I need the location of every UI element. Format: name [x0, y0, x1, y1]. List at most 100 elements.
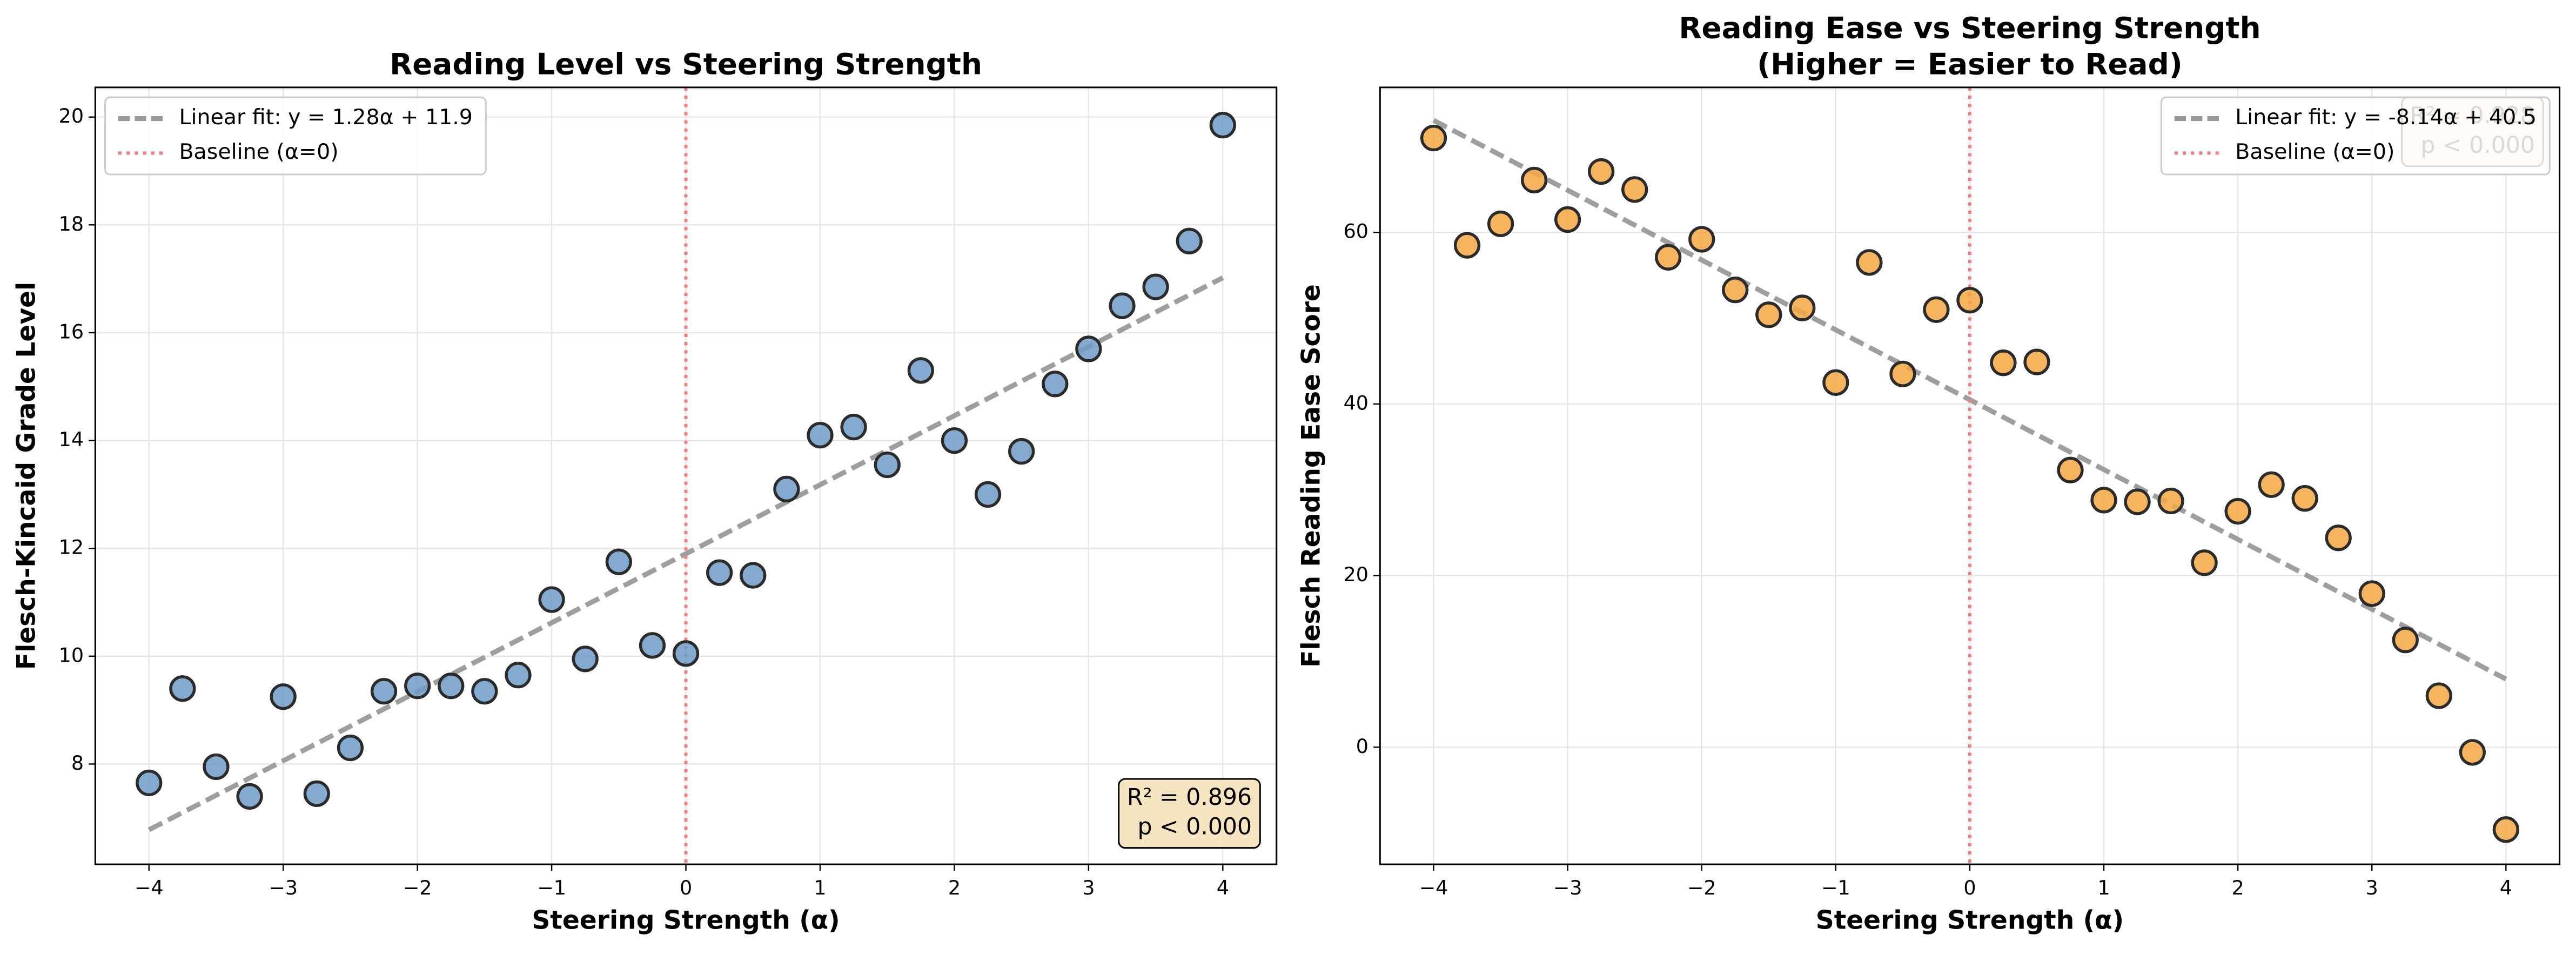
point: [2291, 485, 2318, 512]
legend: Linear fit: y = 1.28α + 11.9 Baseline (α=…: [104, 96, 487, 176]
point: [2392, 627, 2419, 654]
x-tick-label: −4: [1419, 876, 1448, 899]
point: [1008, 438, 1035, 465]
y-tick-label: 40: [1344, 391, 1369, 414]
point: [1588, 158, 1615, 185]
y-tick-label: 14: [59, 428, 84, 451]
point: [404, 672, 431, 700]
point: [572, 645, 599, 672]
y-tick-label: 8: [71, 751, 84, 775]
x-tick-label: 2: [2232, 876, 2244, 899]
point: [2191, 549, 2218, 576]
point: [740, 562, 767, 589]
point: [974, 481, 1002, 508]
axes-frame: [94, 86, 1278, 865]
point: [1688, 226, 1715, 253]
point: [1856, 249, 1883, 276]
chart-title: (Higher = Easier to Read): [1757, 46, 2183, 81]
point: [337, 734, 364, 762]
y-tick-label: 20: [59, 104, 84, 127]
x-tick-label: −4: [135, 876, 164, 899]
point: [605, 548, 632, 575]
x-tick-label: −2: [1687, 876, 1716, 899]
legend-box: [104, 96, 487, 176]
axes-frame: [1379, 86, 2561, 865]
annotation-text: p < 0.000: [1138, 813, 1252, 840]
point: [2157, 487, 2184, 515]
y-tick-label: 20: [1344, 563, 1369, 586]
y-tick-label: 10: [59, 643, 84, 667]
point: [2358, 580, 2385, 607]
x-tick-label: −1: [1821, 876, 1850, 899]
x-tick-label: 3: [2366, 876, 2378, 899]
chart-title: Reading Ease vs Steering Strength: [1679, 11, 2260, 45]
x-tick-label: 0: [680, 876, 692, 899]
legend-label: Baseline (α=0): [2235, 139, 2394, 164]
point: [1487, 210, 1514, 237]
point: [773, 475, 800, 503]
point: [1722, 277, 1749, 304]
legend-box: [2160, 96, 2551, 176]
x-tick-label: −1: [537, 876, 566, 899]
legend: Linear fit: y = -8.14α + 40.5 Baseline (α…: [2160, 96, 2551, 176]
legend-label: Linear fit: y = -8.14α + 40.5: [2235, 105, 2537, 130]
point: [1209, 112, 1236, 139]
point: [1822, 369, 1849, 396]
point: [807, 421, 834, 449]
point: [1109, 292, 1136, 319]
point: [370, 678, 398, 705]
y-tick-label: 18: [59, 212, 84, 236]
y-axis-label: Flesch Reading Ease Score: [1297, 284, 1326, 668]
point: [1042, 371, 1069, 398]
point: [2258, 471, 2285, 498]
point: [1554, 206, 1581, 233]
x-axis-label: Steering Strength (α): [532, 906, 840, 936]
point: [2325, 524, 2352, 552]
point: [941, 427, 968, 454]
plot-area: [136, 87, 1236, 865]
x-tick-label: −2: [403, 876, 432, 899]
point: [639, 632, 666, 659]
point: [874, 451, 901, 479]
point: [136, 769, 163, 797]
y-tick-label: 16: [59, 320, 84, 343]
point: [471, 678, 498, 705]
point: [1923, 296, 1950, 323]
chart-title: Reading Level vs Steering Strength: [390, 46, 982, 81]
legend-label: Linear fit: y = 1.28α + 11.9: [179, 105, 473, 130]
x-tick-label: 4: [1217, 876, 1229, 899]
point: [1176, 227, 1203, 254]
x-tick-label: 4: [2500, 876, 2512, 899]
point: [907, 357, 934, 384]
x-tick-label: −3: [269, 876, 298, 899]
point: [303, 780, 330, 807]
legend-label: Baseline (α=0): [179, 139, 338, 164]
point: [270, 683, 297, 710]
point: [538, 586, 565, 613]
x-axis-label: Steering Strength (α): [1816, 906, 2124, 936]
point: [2425, 682, 2452, 709]
point: [2492, 816, 2519, 843]
plot-area: [1420, 87, 2519, 865]
y-axis-label: Flesch-Kincaid Grade Level: [12, 282, 42, 670]
annotation-text: R² = 0.896: [1127, 784, 1252, 811]
x-tick-label: 1: [2097, 876, 2110, 899]
point: [2459, 739, 2486, 766]
x-tick-label: 0: [1963, 876, 1976, 899]
x-tick-label: 2: [948, 876, 961, 899]
x-tick-label: 3: [1082, 876, 1095, 899]
point: [1075, 335, 1102, 362]
y-tick-label: 60: [1344, 220, 1369, 243]
point: [1889, 360, 1916, 387]
point: [1990, 349, 2017, 376]
point: [438, 672, 465, 700]
point: [1655, 244, 1682, 271]
point: [1621, 176, 1648, 203]
point: [505, 662, 532, 689]
point: [1520, 166, 1548, 193]
point: [2124, 488, 2151, 515]
